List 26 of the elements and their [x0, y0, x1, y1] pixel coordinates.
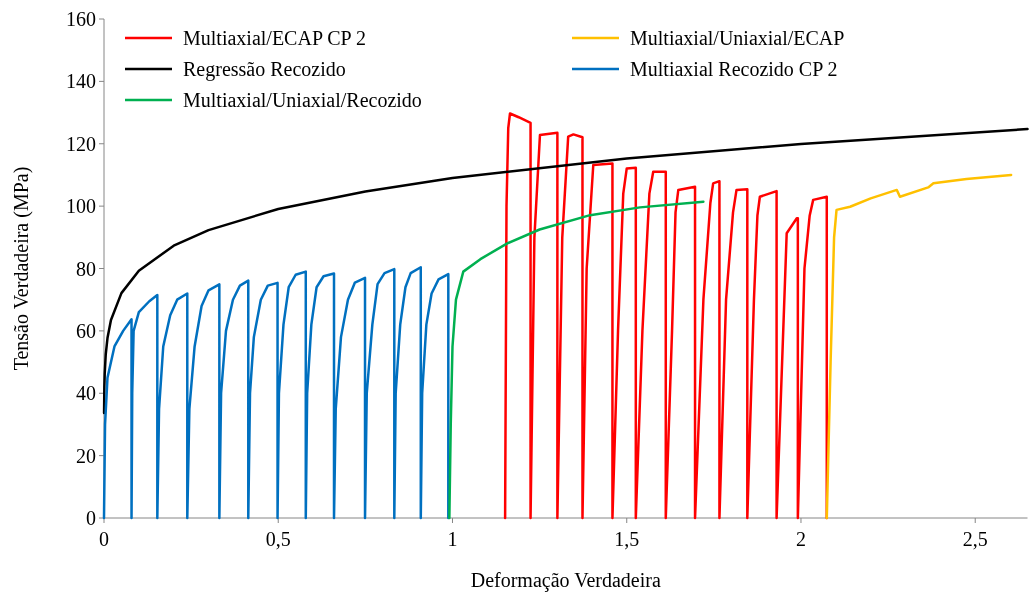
legend-label: Multiaxial/Uniaxial/ECAP [630, 27, 845, 49]
x-tick-label: 2,5 [962, 528, 988, 550]
y-tick-label: 0 [86, 507, 96, 529]
y-tick-label: 140 [66, 70, 96, 93]
line-series [448, 200, 705, 520]
legend-label: Regressão Recozido [183, 58, 346, 81]
x-tick-label: 0,5 [265, 528, 291, 550]
y-tick-label: 20 [76, 444, 96, 467]
x-tick-label: 2 [795, 528, 806, 550]
y-tick-label: 60 [76, 319, 96, 342]
line-series [102, 127, 1029, 415]
x-tick-label: 1 [447, 528, 458, 550]
y-axis-title: Tensão Verdadeira (MPa) [10, 166, 33, 371]
legend-label: Multiaxial/ECAP CP 2 [183, 27, 366, 49]
y-tick-label: 80 [76, 257, 96, 280]
x-tick-label: 1,5 [614, 528, 640, 550]
legend-label: Multiaxial/Uniaxial/Recozido [183, 89, 422, 111]
line-series [503, 112, 829, 520]
y-tick-label: 100 [66, 195, 96, 218]
line-series [102, 266, 450, 520]
x-axis-title: Deformação Verdadeira [470, 569, 661, 592]
y-tick-label: 120 [66, 132, 96, 155]
line-series [825, 173, 1013, 520]
y-tick-label: 160 [66, 8, 96, 30]
y-tick-label: 40 [76, 382, 96, 405]
legend-label: Multiaxial Recozido CP 2 [630, 58, 838, 80]
